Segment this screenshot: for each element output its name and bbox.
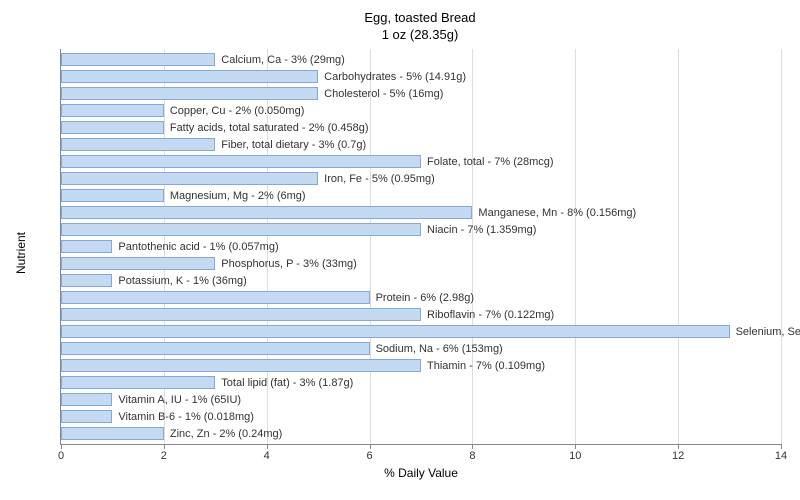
bar-label: Vitamin A, IU - 1% (65IU) <box>118 394 241 406</box>
bar-row: Vitamin A, IU - 1% (65IU) <box>61 393 241 407</box>
nutrient-bar <box>61 359 421 372</box>
plot-area: Nutrient % Daily Value 02468101214Calciu… <box>60 49 781 445</box>
x-tick-label: 6 <box>367 450 373 462</box>
bar-label: Calcium, Ca - 3% (29mg) <box>221 54 344 66</box>
nutrient-bar <box>61 257 215 270</box>
x-tick-mark <box>781 444 782 449</box>
bar-label: Cholesterol - 5% (16mg) <box>324 88 443 100</box>
bar-label: Fiber, total dietary - 3% (0.7g) <box>221 139 366 151</box>
grid-line <box>472 49 473 444</box>
x-tick-mark <box>370 444 371 449</box>
nutrient-bar <box>61 342 370 355</box>
bar-row: Copper, Cu - 2% (0.050mg) <box>61 104 304 118</box>
bar-row: Fiber, total dietary - 3% (0.7g) <box>61 138 366 152</box>
x-tick-label: 14 <box>775 450 787 462</box>
bar-label: Manganese, Mn - 8% (0.156mg) <box>478 207 636 219</box>
bar-label: Zinc, Zn - 2% (0.24mg) <box>170 428 282 440</box>
nutrient-bar <box>61 410 112 423</box>
nutrient-bar <box>61 172 318 185</box>
bar-label: Pantothenic acid - 1% (0.057mg) <box>118 241 278 253</box>
bar-row: Riboflavin - 7% (0.122mg) <box>61 308 554 322</box>
nutrient-bar <box>61 325 730 338</box>
x-tick-label: 8 <box>469 450 475 462</box>
bar-row: Selenium, Se - 13% (9.3mcg) <box>61 325 800 339</box>
bar-label: Selenium, Se - 13% (9.3mcg) <box>736 326 800 338</box>
nutrient-bar <box>61 70 318 83</box>
bar-label: Niacin - 7% (1.359mg) <box>427 224 536 236</box>
x-tick-mark <box>472 444 473 449</box>
bar-label: Phosphorus, P - 3% (33mg) <box>221 258 357 270</box>
nutrient-bar <box>61 138 215 151</box>
bar-label: Magnesium, Mg - 2% (6mg) <box>170 190 306 202</box>
bar-row: Cholesterol - 5% (16mg) <box>61 87 443 101</box>
bar-row: Vitamin B-6 - 1% (0.018mg) <box>61 410 254 424</box>
title-line1: Egg, toasted Bread <box>60 10 780 27</box>
nutrient-bar <box>61 53 215 66</box>
x-tick-label: 0 <box>58 450 64 462</box>
nutrient-bar <box>61 393 112 406</box>
x-tick-label: 2 <box>161 450 167 462</box>
bar-row: Iron, Fe - 5% (0.95mg) <box>61 172 435 186</box>
nutrient-bar <box>61 189 164 202</box>
nutrient-bar <box>61 104 164 117</box>
bar-label: Copper, Cu - 2% (0.050mg) <box>170 105 305 117</box>
bar-label: Total lipid (fat) - 3% (1.87g) <box>221 377 353 389</box>
bar-row: Niacin - 7% (1.359mg) <box>61 223 536 237</box>
nutrient-bar <box>61 427 164 440</box>
grid-line <box>781 49 782 444</box>
bar-row: Pantothenic acid - 1% (0.057mg) <box>61 240 279 254</box>
nutrient-chart: Egg, toasted Bread 1 oz (28.35g) Nutrien… <box>0 0 800 500</box>
x-tick-label: 12 <box>672 450 684 462</box>
bar-label: Iron, Fe - 5% (0.95mg) <box>324 173 435 185</box>
bar-row: Potassium, K - 1% (36mg) <box>61 274 247 288</box>
bar-row: Total lipid (fat) - 3% (1.87g) <box>61 376 353 390</box>
bar-row: Folate, total - 7% (28mcg) <box>61 155 554 169</box>
nutrient-bar <box>61 206 472 219</box>
nutrient-bar <box>61 376 215 389</box>
bar-label: Folate, total - 7% (28mcg) <box>427 156 554 168</box>
bar-label: Sodium, Na - 6% (153mg) <box>376 343 503 355</box>
bar-row: Protein - 6% (2.98g) <box>61 291 474 305</box>
bar-label: Potassium, K - 1% (36mg) <box>118 275 246 287</box>
bar-row: Manganese, Mn - 8% (0.156mg) <box>61 206 636 220</box>
x-tick-label: 10 <box>569 450 581 462</box>
nutrient-bar <box>61 121 164 134</box>
bar-row: Thiamin - 7% (0.109mg) <box>61 359 545 373</box>
bar-row: Sodium, Na - 6% (153mg) <box>61 342 503 356</box>
bar-label: Fatty acids, total saturated - 2% (0.458… <box>170 122 369 134</box>
grid-line <box>575 49 576 444</box>
nutrient-bar <box>61 291 370 304</box>
nutrient-bar <box>61 155 421 168</box>
x-axis-label: % Daily Value <box>384 466 458 480</box>
bar-label: Riboflavin - 7% (0.122mg) <box>427 309 554 321</box>
bar-row: Calcium, Ca - 3% (29mg) <box>61 53 345 67</box>
bar-row: Fatty acids, total saturated - 2% (0.458… <box>61 121 369 135</box>
bar-label: Protein - 6% (2.98g) <box>376 292 474 304</box>
grid-line <box>370 49 371 444</box>
bar-label: Carbohydrates - 5% (14.91g) <box>324 71 466 83</box>
x-tick-mark <box>61 444 62 449</box>
bar-label: Vitamin B-6 - 1% (0.018mg) <box>118 411 254 423</box>
x-tick-mark <box>575 444 576 449</box>
grid-line <box>678 49 679 444</box>
y-axis-label: Nutrient <box>14 232 28 274</box>
nutrient-bar <box>61 87 318 100</box>
bar-row: Magnesium, Mg - 2% (6mg) <box>61 189 306 203</box>
nutrient-bar <box>61 274 112 287</box>
nutrient-bar <box>61 308 421 321</box>
bar-row: Phosphorus, P - 3% (33mg) <box>61 257 357 271</box>
x-tick-label: 4 <box>264 450 270 462</box>
bar-row: Zinc, Zn - 2% (0.24mg) <box>61 427 282 441</box>
bar-label: Thiamin - 7% (0.109mg) <box>427 360 545 372</box>
title-line2: 1 oz (28.35g) <box>60 27 780 44</box>
x-tick-mark <box>678 444 679 449</box>
nutrient-bar <box>61 223 421 236</box>
chart-title: Egg, toasted Bread 1 oz (28.35g) <box>60 10 780 44</box>
x-tick-mark <box>164 444 165 449</box>
bar-row: Carbohydrates - 5% (14.91g) <box>61 70 466 84</box>
x-tick-mark <box>267 444 268 449</box>
nutrient-bar <box>61 240 112 253</box>
